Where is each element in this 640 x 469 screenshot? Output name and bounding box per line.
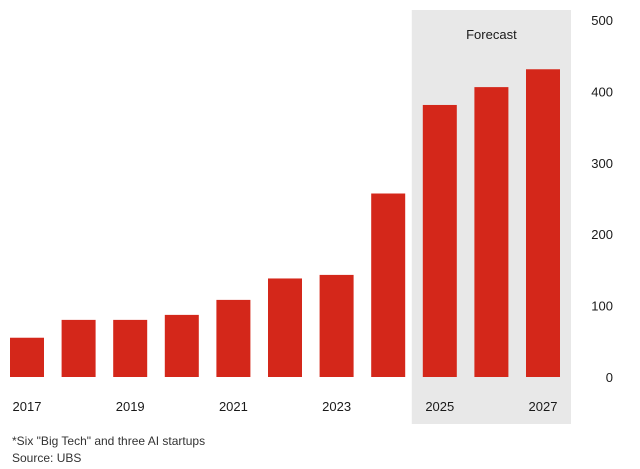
x-tick-label: 2025 [425, 399, 454, 414]
x-axis-tick-labels: 2017 2019 2021 2023 2025 2027 [13, 399, 558, 414]
bars-group [10, 69, 560, 378]
x-tick-label: 2021 [219, 399, 248, 414]
capex-bar-chart: Forecast 2017 2019 2021 2023 2025 2027 0 100 20… [10, 10, 613, 424]
y-tick-label: 200 [591, 227, 613, 242]
bar-2025 [422, 104, 457, 377]
footnote-source: Source: UBS [12, 451, 82, 465]
x-tick-label: 2027 [529, 399, 558, 414]
bar-2024 [371, 193, 406, 377]
bar-2026 [474, 87, 509, 377]
y-tick-label: 500 [591, 13, 613, 28]
x-tick-label: 2019 [116, 399, 145, 414]
bar-2027 [526, 69, 560, 378]
bar-2017 [10, 337, 44, 377]
bar-2021 [216, 299, 251, 377]
x-tick-label: 2017 [13, 399, 42, 414]
y-axis-tick-labels: 0 100 200 300 400 500 [591, 13, 613, 385]
bar-2018 [61, 319, 96, 377]
y-tick-label: 300 [591, 156, 613, 171]
bar-2022 [268, 278, 302, 377]
bar-2020 [164, 314, 199, 377]
y-tick-label: 100 [591, 299, 613, 314]
y-tick-label: 400 [591, 84, 613, 99]
bar-2019 [113, 319, 148, 377]
footnote-note: *Six "Big Tech" and three AI startups [12, 434, 206, 448]
x-tick-label: 2023 [322, 399, 351, 414]
bar-2023 [319, 274, 354, 377]
forecast-label: Forecast [466, 27, 517, 42]
y-tick-label: 0 [606, 370, 613, 385]
